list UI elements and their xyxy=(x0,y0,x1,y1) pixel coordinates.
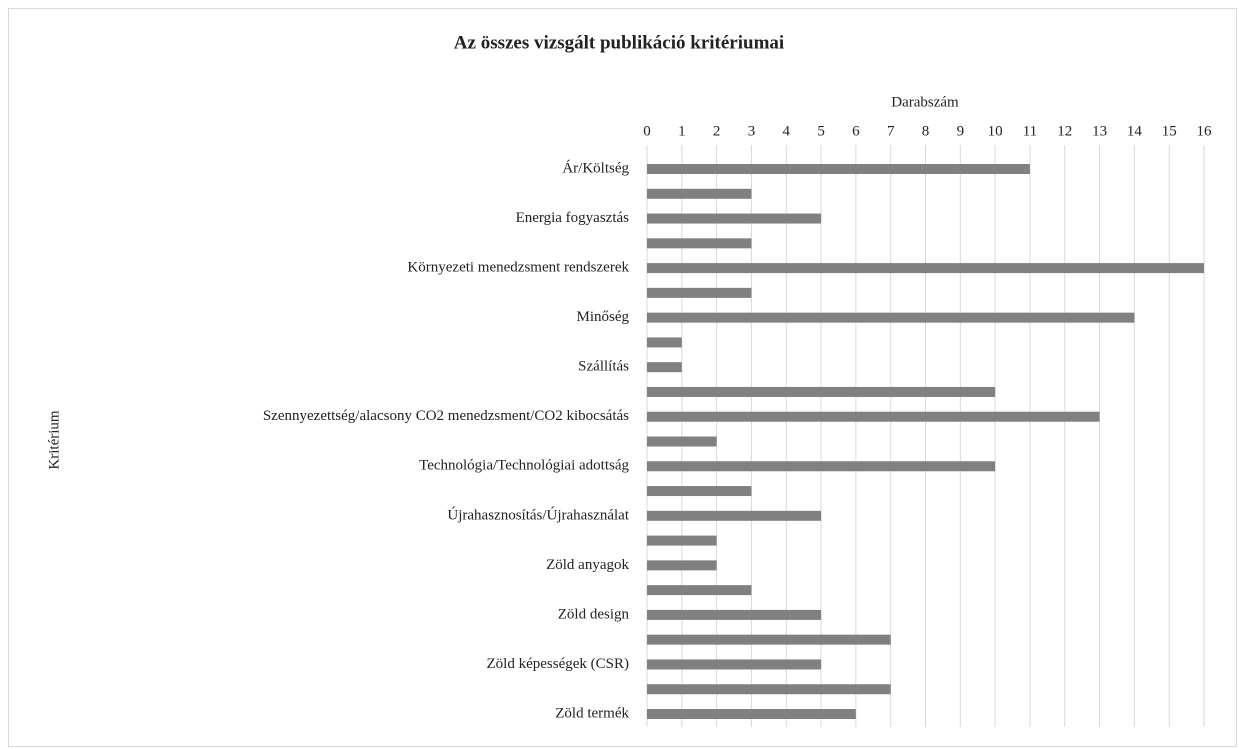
bar xyxy=(647,535,717,546)
bar xyxy=(647,634,891,645)
bar xyxy=(647,436,717,447)
bar xyxy=(647,362,682,373)
bar xyxy=(647,510,822,521)
chart-frame xyxy=(8,8,1237,747)
chart-title: Az összes vizsgált publikáció kritériuma… xyxy=(454,32,784,53)
y-tick-label: Környezeti menedzsment rendszerek xyxy=(407,260,629,276)
x-tick-label: 8 xyxy=(922,123,930,139)
x-tick-label: 13 xyxy=(1092,123,1107,139)
bar xyxy=(647,188,752,199)
bar xyxy=(647,263,1204,274)
bar xyxy=(647,238,752,249)
y-tick-label: Ár/Költség xyxy=(562,159,629,176)
bar xyxy=(647,609,822,620)
bar xyxy=(647,461,996,472)
y-axis-label: Kritérium xyxy=(46,410,62,469)
bar xyxy=(647,164,1030,174)
bar xyxy=(647,659,822,670)
bar xyxy=(647,337,682,348)
y-tick-label: Szennyezettség/alacsony CO2 menedzsment/… xyxy=(263,408,629,424)
y-tick-label: Zöld képességek (CSR) xyxy=(487,656,629,672)
x-tick-label: 0 xyxy=(643,123,651,139)
x-tick-label: 15 xyxy=(1162,123,1177,139)
x-tick-label: 5 xyxy=(817,123,825,139)
bar xyxy=(647,709,856,719)
bar xyxy=(647,386,996,397)
x-tick-label: 6 xyxy=(852,123,860,139)
y-tick-label: Szállítás xyxy=(578,359,629,375)
x-tick-label: 14 xyxy=(1127,123,1143,139)
bar xyxy=(647,560,717,571)
x-tick-label: 9 xyxy=(957,123,965,139)
x-tick-label: 2 xyxy=(713,123,721,139)
x-tick-label: 4 xyxy=(783,123,791,139)
x-tick-label: 3 xyxy=(748,123,756,139)
x-tick-label: 16 xyxy=(1197,123,1213,139)
y-tick-label: Technológia/Technológiai adottság xyxy=(419,458,629,474)
bar xyxy=(647,684,891,695)
y-tick-label: Energia fogyasztás xyxy=(516,210,630,226)
x-tick-label: 11 xyxy=(1023,123,1037,139)
y-tick-label: Zöld anyagok xyxy=(546,557,629,573)
x-tick-label: 10 xyxy=(988,123,1003,139)
x-tick-label: 12 xyxy=(1057,123,1072,139)
y-tick-label: Minőség xyxy=(577,309,630,325)
x-axis-label: Darabszám xyxy=(891,94,959,110)
bar xyxy=(647,287,752,298)
y-tick-label: Zöld design xyxy=(558,606,630,622)
bar xyxy=(647,213,822,224)
bar xyxy=(647,411,1100,422)
bar xyxy=(647,486,752,497)
y-tick-label: Zöld termék xyxy=(555,705,629,721)
y-tick-label: Újrahasznosítás/Újrahasználat xyxy=(447,506,629,523)
bar xyxy=(647,585,752,596)
bar xyxy=(647,312,1135,323)
x-tick-label: 7 xyxy=(887,123,895,139)
x-tick-label: 1 xyxy=(678,123,686,139)
